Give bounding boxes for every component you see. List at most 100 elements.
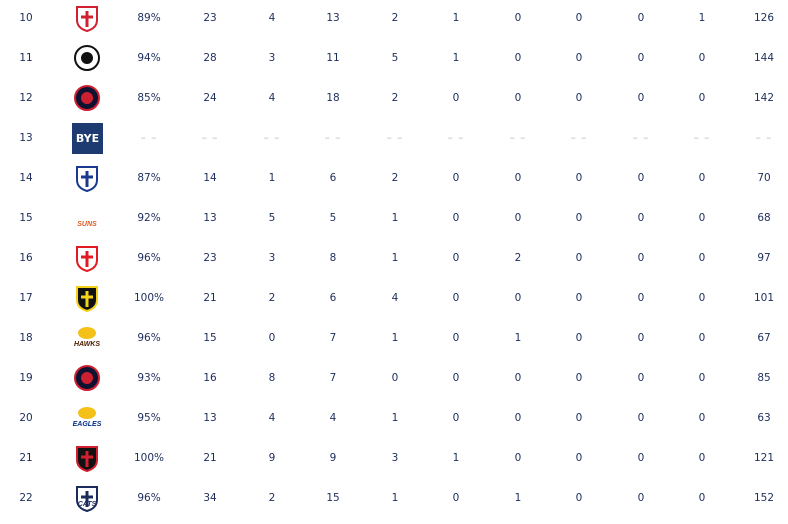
stat-cell: 3 [391, 452, 399, 464]
stat-cell: 0 [637, 212, 645, 224]
stat-cell: 0 [575, 52, 583, 64]
team-logo: EAGLES [73, 407, 102, 428]
stat-cell: 0 [452, 252, 460, 264]
stat-cell: 0 [575, 12, 583, 24]
stat-cell: 0 [514, 372, 522, 384]
stat-cell: 2 [268, 492, 276, 504]
stat-cell: 0 [637, 252, 645, 264]
team-logo: SUNS [77, 207, 97, 228]
stat-cell: 2 [391, 92, 399, 104]
stat-cell: 4 [268, 12, 276, 24]
stat-cell: 0 [452, 332, 460, 344]
stat-cell: 2 [268, 292, 276, 304]
stat-cell: 0 [575, 172, 583, 184]
empty-cell: – – [263, 132, 281, 144]
stat-cell: 15 [326, 492, 340, 504]
stat-cell: 101 [753, 292, 775, 304]
stat-cell: 0 [575, 372, 583, 384]
stat-cell: 96% [137, 332, 161, 344]
stat-cell: 0 [514, 92, 522, 104]
empty-cell: – – [447, 132, 465, 144]
empty-cell: – – [324, 132, 342, 144]
round-number: 14 [19, 172, 33, 184]
team-logo: CATS [76, 486, 98, 513]
stat-cell: 0 [452, 172, 460, 184]
stat-cell: 6 [329, 292, 337, 304]
stat-cell: 28 [203, 52, 217, 64]
stat-cell: 0 [514, 292, 522, 304]
empty-cell: – – [693, 132, 711, 144]
round-number: 11 [19, 52, 33, 64]
stat-cell: 0 [575, 452, 583, 464]
stat-cell: 7 [329, 332, 337, 344]
stat-cell: 1 [391, 332, 399, 344]
stat-cell: 9 [329, 452, 337, 464]
stat-cell: 23 [203, 12, 217, 24]
stat-cell: 121 [753, 452, 775, 464]
stat-cell: 21 [203, 292, 217, 304]
stat-cell: 0 [452, 412, 460, 424]
stat-cell: 89% [137, 12, 161, 24]
stat-cell: 0 [452, 292, 460, 304]
stat-cell: 0 [514, 212, 522, 224]
stat-cell: 18 [326, 92, 340, 104]
logo-text: SUNS [77, 221, 97, 228]
stat-cell: 4 [268, 412, 276, 424]
stat-cell: 21 [203, 452, 217, 464]
empty-cell: – – [201, 132, 219, 144]
stat-cell: 23 [203, 252, 217, 264]
stat-cell: 0 [698, 52, 706, 64]
stat-cell: 11 [326, 52, 340, 64]
logo-text: HAWKS [74, 341, 100, 348]
stat-cell: 1 [391, 492, 399, 504]
stat-cell: 0 [575, 332, 583, 344]
round-number: 10 [19, 12, 33, 24]
stat-cell: 0 [637, 332, 645, 344]
stat-cell: 70 [757, 172, 771, 184]
stat-cell: 1 [514, 332, 522, 344]
stat-cell: 0 [637, 292, 645, 304]
stat-cell: 0 [637, 492, 645, 504]
round-number: 21 [19, 452, 33, 464]
stat-cell: 3 [268, 52, 276, 64]
empty-cell: – – [632, 132, 650, 144]
stat-cell: 100% [133, 292, 165, 304]
stat-cell: 1 [268, 172, 276, 184]
stat-cell: 142 [753, 92, 775, 104]
stat-cell: 96% [137, 492, 161, 504]
stat-cell: 1 [514, 492, 522, 504]
stat-cell: 94% [137, 52, 161, 64]
logo-text: CATS [78, 501, 97, 508]
stat-cell: 0 [514, 412, 522, 424]
stat-cell: 4 [268, 92, 276, 104]
stat-cell: 0 [514, 52, 522, 64]
stat-cell: 34 [203, 492, 217, 504]
stat-cell: 0 [452, 212, 460, 224]
stat-cell: 1 [452, 12, 460, 24]
stat-cell: 63 [757, 412, 771, 424]
stat-cell: 2 [391, 12, 399, 24]
stat-cell: 0 [637, 412, 645, 424]
stat-cell: 4 [391, 292, 399, 304]
stat-cell: 5 [329, 212, 337, 224]
empty-cell: – – [509, 132, 527, 144]
stat-cell: 0 [575, 212, 583, 224]
stat-cell: 2 [391, 172, 399, 184]
stat-cell: 0 [452, 492, 460, 504]
stat-cell: 15 [203, 332, 217, 344]
stat-cell: 1 [698, 12, 706, 24]
round-number: 19 [19, 372, 33, 384]
stat-cell: 0 [514, 452, 522, 464]
team-logo [74, 365, 100, 391]
stat-cell: 16 [203, 372, 217, 384]
stat-cell: 68 [757, 212, 771, 224]
stat-cell: 13 [326, 12, 340, 24]
stat-cell: 1 [391, 252, 399, 264]
round-number: 15 [19, 212, 33, 224]
team-logo: HAWKS [74, 327, 100, 348]
round-number: 22 [19, 492, 33, 504]
stat-cell: 92% [137, 212, 161, 224]
stat-cell: 5 [268, 212, 276, 224]
stat-cell: 0 [698, 372, 706, 384]
stat-cell: 0 [575, 92, 583, 104]
